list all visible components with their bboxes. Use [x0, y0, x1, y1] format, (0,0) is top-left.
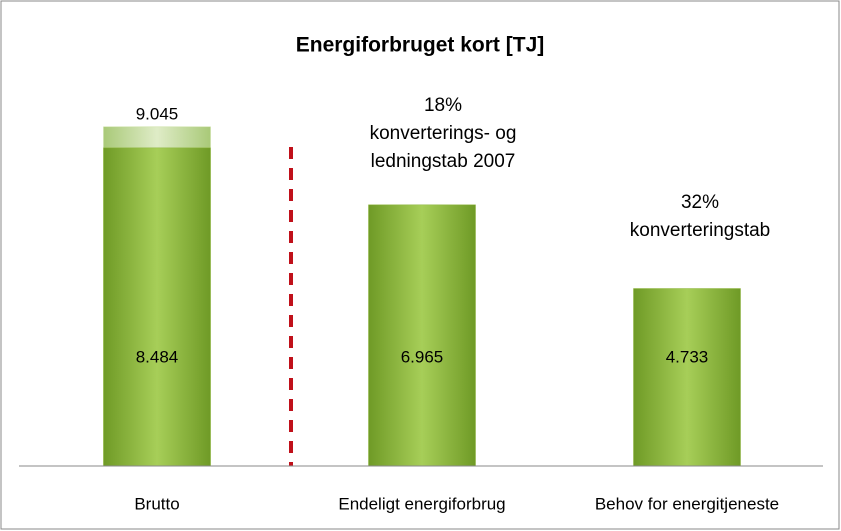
bar — [368, 204, 476, 467]
bar — [633, 288, 741, 467]
annotation: ledningstab 2007 — [371, 151, 516, 172]
chart-title: Energiforbruget kort [TJ] — [296, 34, 545, 57]
value-label: 8.484 — [136, 347, 179, 366]
x-tick-label: Endeligt energiforbrug — [338, 494, 505, 513]
bar — [103, 147, 211, 467]
annotation: konverteringstab — [630, 220, 770, 241]
x-tick-label: Behov for energitjeneste — [595, 494, 779, 513]
annotation: konverterings- og — [370, 123, 517, 144]
value-label: 9.045 — [136, 104, 179, 123]
x-tick-label: Brutto — [134, 494, 179, 513]
annotation: 18% — [424, 95, 462, 116]
value-label: 6.965 — [401, 347, 444, 366]
annotation: 32% — [681, 192, 719, 213]
value-label: 4.733 — [666, 347, 709, 366]
